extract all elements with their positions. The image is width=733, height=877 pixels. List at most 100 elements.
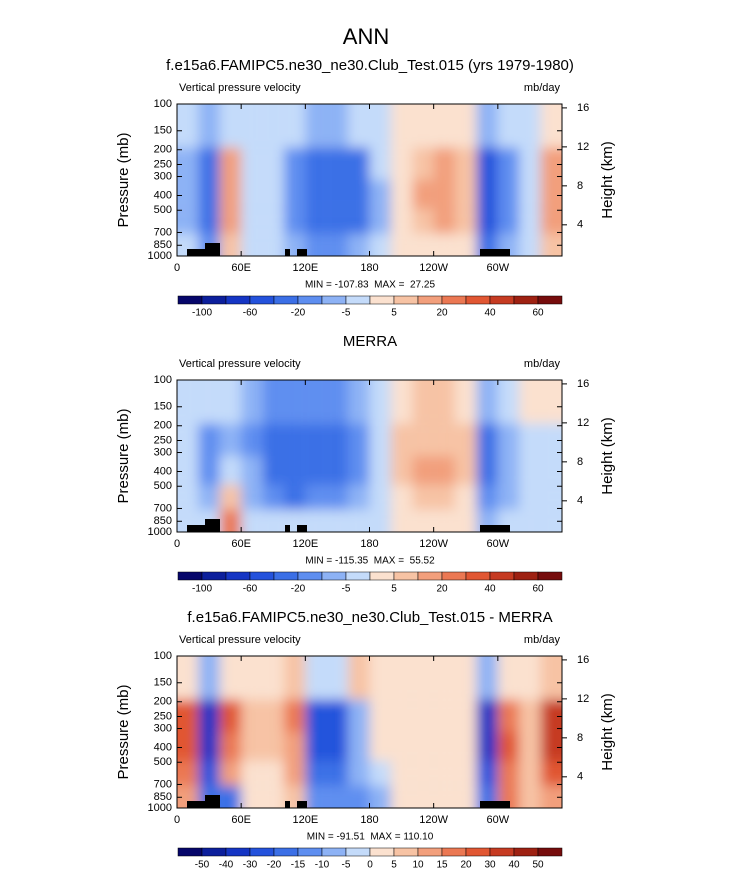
topography [205,243,220,256]
field-cell [177,104,199,148]
field-cell [540,456,562,485]
field-cell [390,732,413,761]
colorbar-box [345,571,371,581]
field-cell [326,509,349,532]
field-cell [262,760,284,786]
field-cell [497,732,520,761]
field-cell [519,233,541,256]
field-cell [519,104,541,148]
y-axis-label: Pressure (mb) [115,132,132,227]
x-tick-label: 0 [174,262,180,274]
y-axis-label: Pressure (mb) [115,684,132,779]
x-tick-label: 120E [292,262,318,274]
field-cell [390,233,413,256]
field-cell [283,760,306,786]
y2-tick-label: 8 [577,456,583,468]
field-cell [198,456,220,485]
field-cell [305,147,327,180]
topography [205,519,220,532]
field-cell [476,380,498,424]
field-cell [305,233,327,256]
field-cell [241,456,263,485]
field-cell [177,456,199,485]
colorbar-box [417,571,443,581]
field-cell [369,180,391,209]
field-cell [326,456,349,485]
field-cell [433,147,456,180]
field-cell [326,233,349,256]
field-cell [497,380,520,424]
topography [297,249,307,256]
field-cell [348,233,370,256]
field-cell [219,456,242,485]
topography [187,249,220,256]
colorbar-label: 20 [436,584,448,595]
field-cell [369,732,391,761]
field-cell [262,233,284,256]
field-cell [198,484,220,510]
field-cell [305,208,327,234]
colorbar-label: 60 [532,308,544,319]
colorbar-label: -60 [243,308,258,319]
field-cell [241,484,263,510]
field-cell [519,208,541,234]
y-tick-label: 400 [154,741,172,753]
y-tick-label: 200 [154,144,172,156]
field-cell [198,208,220,234]
colorbar-label: -20 [291,308,306,319]
x-tick-label: 120E [292,814,318,826]
x-tick-label: 180 [360,538,378,550]
field-cell [455,785,477,808]
field-cell [519,484,541,510]
colorbar-box [417,847,443,857]
field-cell [348,760,370,786]
field-cell [455,509,477,532]
y-tick-label: 150 [154,677,172,689]
field-cell [390,147,413,180]
field-cell [412,180,434,209]
field-cell [540,208,562,234]
field-cell [519,785,541,808]
field-cell [305,456,327,485]
field-cell [540,484,562,510]
field-cell [540,380,562,424]
field-cell [519,456,541,485]
field-cell [519,656,541,700]
colorbar-label: -30 [243,860,258,871]
field-cell [540,760,562,786]
right-string: mb/day [524,634,561,646]
field-cell [433,699,456,732]
field-cell [348,656,370,700]
colorbar-box [441,295,467,305]
field-cell [177,732,199,761]
colorbar-label: 40 [484,308,496,319]
field-cell [283,147,306,180]
field-cell [497,456,520,485]
field-cell [412,509,434,532]
field-cell [476,147,498,180]
field-cell [433,104,456,148]
field-cell [348,699,370,732]
field-cell [369,760,391,786]
field-cell [219,208,242,234]
field-cell [177,699,199,732]
field-cell [497,208,520,234]
topography [480,525,510,532]
field-cell [455,147,477,180]
field-cell [305,785,327,808]
field-cell [476,180,498,209]
field-cell [326,180,349,209]
field-cell [219,423,242,456]
colorbar-label: -50 [195,860,210,871]
field-cell [390,180,413,209]
field-cell [219,484,242,510]
field-cell [412,732,434,761]
field-cell [177,760,199,786]
field-cell [455,760,477,786]
field-cell [369,656,391,700]
figure-title: ANN [343,24,389,49]
field-cell [241,233,263,256]
field-cell [519,760,541,786]
field-cell [369,147,391,180]
field-cell [433,732,456,761]
